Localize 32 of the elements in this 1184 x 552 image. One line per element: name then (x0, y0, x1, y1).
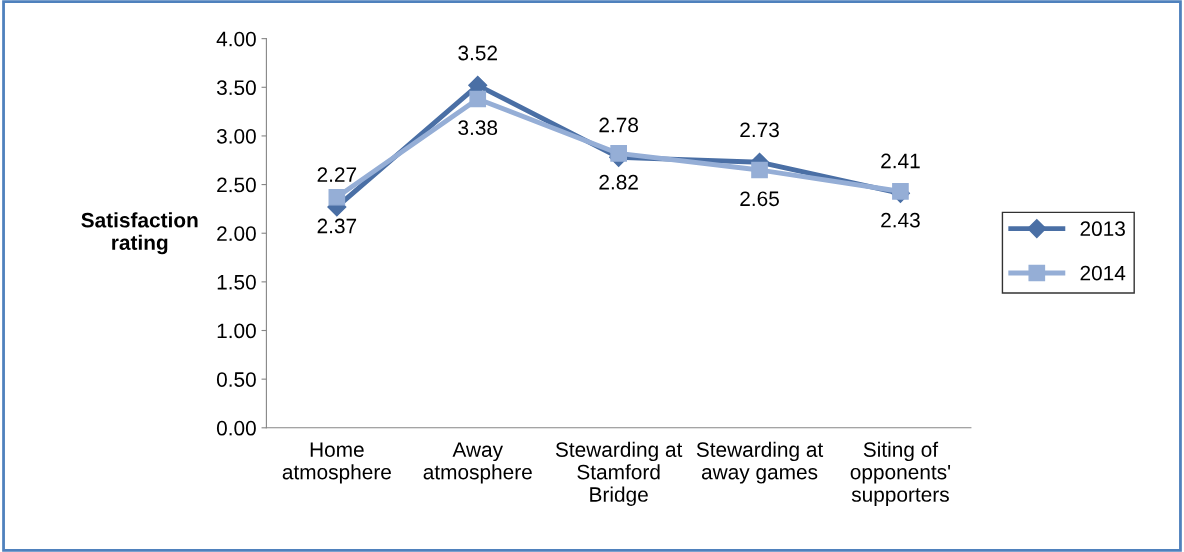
legend-label: 2014 (1080, 265, 1126, 281)
point (751, 161, 768, 179)
data-label: 2.41 (881, 153, 920, 169)
y-tick-label: 4.00 (216, 31, 256, 47)
data-label: 2.65 (740, 191, 779, 207)
y-tick-label: 0.50 (216, 372, 256, 387)
y-axis-title: Satisfaction rating (81, 212, 198, 255)
point (892, 183, 909, 200)
y-tick-label: 3.00 (216, 128, 256, 144)
data-label: 2.27 (317, 167, 357, 182)
data-label: 3.52 (458, 45, 497, 61)
data-label: 2.82 (599, 174, 638, 190)
legend-label: 2013 (1080, 221, 1125, 237)
data-label: 2.37 (317, 218, 357, 234)
point (610, 145, 627, 162)
y-tick-label: 1.50 (217, 274, 256, 290)
x-tick-label: Stewarding at away games (696, 441, 824, 484)
data-label: 2.43 (881, 212, 920, 228)
data-label: 3.38 (458, 120, 498, 136)
x-tick-label: Stewarding at Stamford Bridge (555, 441, 683, 506)
point (328, 188, 346, 206)
y-tick-label: 0.00 (216, 420, 256, 436)
y-tick-label: 1.00 (217, 323, 256, 339)
data-label: 2.73 (740, 122, 779, 138)
x-tick-label: Away atmosphere (423, 442, 532, 484)
x-tick-label: Home atmosphere (282, 442, 391, 484)
y-tick-label: 2.50 (217, 177, 256, 193)
y-tick-label: 3.50 (216, 80, 256, 96)
data-label: 2.78 (599, 117, 639, 133)
point (469, 90, 487, 108)
x-tick-label: Siting of opponents' supporters (850, 441, 951, 506)
y-tick-label: 2.00 (217, 226, 256, 241)
